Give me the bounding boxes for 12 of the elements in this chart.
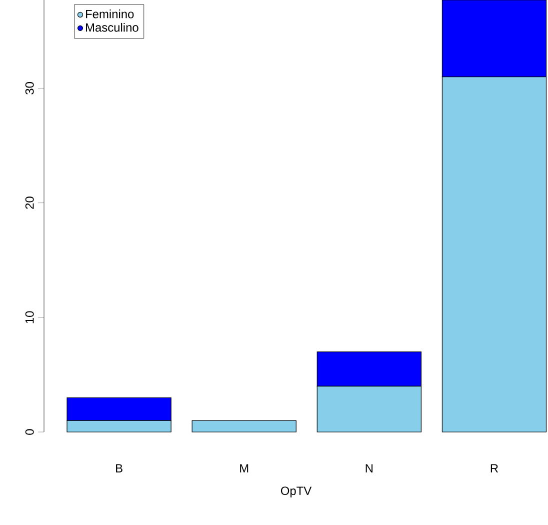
x-tick-label: B (116, 464, 122, 472)
y-tick-label: 20 (25, 196, 34, 209)
x-tick-label: N (366, 464, 373, 472)
x-tick-label: R (490, 464, 498, 472)
y-tick-label: 10 (25, 311, 34, 324)
x-axis-title: OpTV (280, 486, 312, 498)
bar (192, 420, 296, 432)
y-tick-label: 0 (25, 429, 34, 435)
y-tick-label: 30 (25, 82, 34, 94)
legend-label: Feminino (86, 10, 134, 18)
legend-label: Masculino (86, 22, 138, 32)
x-tick-label: M (240, 464, 248, 472)
